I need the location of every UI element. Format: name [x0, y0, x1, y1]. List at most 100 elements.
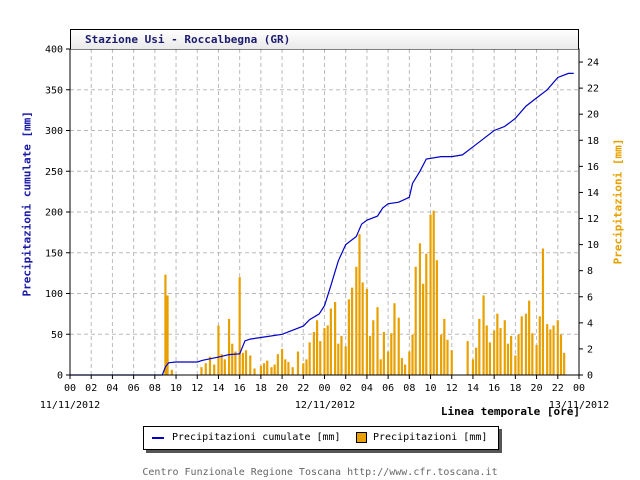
y-left-tick-label: 200	[45, 208, 63, 219]
precip-bar	[204, 363, 207, 375]
precip-bar	[524, 313, 528, 375]
precip-bar	[422, 283, 425, 375]
precip-bar	[249, 355, 252, 375]
precip-bar	[563, 352, 566, 375]
legend-item-cumulative: Precipitazioni cumulate [mm]	[152, 432, 341, 443]
x-tick-label: 16	[488, 383, 500, 394]
precip-bar	[340, 335, 343, 375]
chart-title: Stazione Usi - Roccalbegna (GR)	[85, 33, 291, 46]
left-axis-label: Precipitazioni cumulate [mm]	[20, 111, 34, 297]
precip-bar	[347, 299, 350, 375]
precip-bar	[499, 328, 502, 375]
precip-bar	[435, 260, 439, 375]
precip-bar	[220, 354, 223, 375]
legend: Precipitazioni cumulate [mm] Precipitazi…	[143, 426, 499, 450]
precip-bar	[276, 354, 279, 375]
precip-bar	[329, 308, 332, 375]
axis-ticks: 00 02 04 06 08 10 12 14 16 18 20 22 00 02 04 06 08 10 12 14…	[45, 45, 599, 395]
precip-bar	[280, 348, 284, 375]
x-tick-label: 08	[149, 383, 161, 394]
precip-bar	[253, 368, 256, 375]
x-tick-label: 00	[573, 383, 585, 394]
precip-bar	[475, 347, 478, 375]
legend-bar-swatch	[356, 432, 367, 443]
precip-bar	[482, 295, 485, 375]
x-tick-label: 16	[234, 383, 246, 394]
precip-bar	[382, 331, 385, 375]
precip-bar	[291, 367, 294, 375]
x-tick-label: 14	[212, 383, 224, 394]
precip-bar	[493, 330, 496, 375]
precip-bar	[284, 359, 287, 375]
precip-bar	[270, 367, 273, 375]
x-tick-label: 10	[170, 383, 182, 394]
precip-bar	[334, 301, 337, 375]
x-tick-label: 22	[552, 383, 564, 394]
precip-bar	[414, 266, 417, 375]
precip-bar	[227, 318, 231, 375]
precip-bar	[485, 325, 488, 375]
x-tick-label: 20	[276, 383, 288, 394]
precip-bar	[223, 359, 226, 375]
precip-bar	[510, 335, 513, 375]
precip-bar	[429, 214, 432, 375]
precip-bar	[446, 339, 449, 375]
date-label-middle: 12/11/2012	[294, 400, 356, 411]
precip-bar	[170, 369, 173, 375]
precip-bar	[238, 277, 241, 375]
precip-bar	[166, 295, 169, 375]
precip-bar	[418, 243, 422, 375]
x-tick-label: 12	[446, 383, 458, 394]
x-tick-label: 18	[509, 383, 521, 394]
precip-bar	[559, 334, 563, 375]
x-tick-label: 18	[255, 383, 267, 394]
precip-bar	[552, 325, 555, 375]
precip-bar	[393, 303, 396, 375]
precip-bar	[365, 288, 369, 375]
y-right-tick-label: 24	[587, 58, 599, 69]
precip-bar	[387, 351, 390, 375]
y-right-tick-label: 8	[587, 266, 593, 277]
right-axis-label: Precipitazioni [mm]	[611, 138, 625, 265]
y-left-tick-label: 150	[45, 248, 63, 259]
precip-bar	[200, 367, 203, 375]
precip-bar	[390, 333, 393, 375]
precip-bar	[520, 316, 523, 375]
y-left-tick-label: 0	[57, 371, 63, 382]
precip-bar	[358, 234, 361, 375]
hourly-bars	[164, 210, 566, 375]
precip-bar	[379, 359, 382, 375]
y-right-tick-label: 22	[587, 84, 599, 95]
y-left-tick-label: 50	[51, 330, 63, 341]
y-right-tick-label: 2	[587, 344, 593, 355]
legend-item-hourly: Precipitazioni [mm]	[356, 432, 487, 443]
precip-bar	[234, 351, 237, 375]
precip-bar	[308, 342, 311, 375]
precip-bar	[556, 320, 559, 375]
y-right-tick-label: 6	[587, 292, 593, 303]
precip-bar	[368, 335, 372, 375]
precip-bar	[312, 331, 315, 375]
x-tick-label: 08	[403, 383, 415, 394]
x-tick-label: 12	[191, 383, 203, 394]
x-tick-label: 02	[340, 383, 352, 394]
y-right-tick-label: 12	[587, 214, 599, 225]
precip-bar	[376, 307, 379, 375]
precip-bar	[273, 364, 276, 375]
precip-bar	[403, 364, 407, 375]
precip-bar	[217, 325, 220, 375]
x-tick-label: 20	[531, 383, 543, 394]
precip-bar	[213, 364, 216, 375]
precip-bar	[531, 333, 534, 375]
cumulative-line	[70, 72, 574, 376]
y-left-tick-label: 350	[45, 85, 63, 96]
precip-bar	[466, 341, 469, 375]
precip-bar	[546, 324, 549, 375]
y-left-tick-label: 300	[45, 126, 63, 137]
precip-bar	[326, 325, 329, 375]
precip-bar	[450, 350, 453, 375]
precip-bar	[408, 351, 411, 375]
precip-bar	[425, 253, 428, 375]
y-right-tick-label: 16	[587, 162, 599, 173]
